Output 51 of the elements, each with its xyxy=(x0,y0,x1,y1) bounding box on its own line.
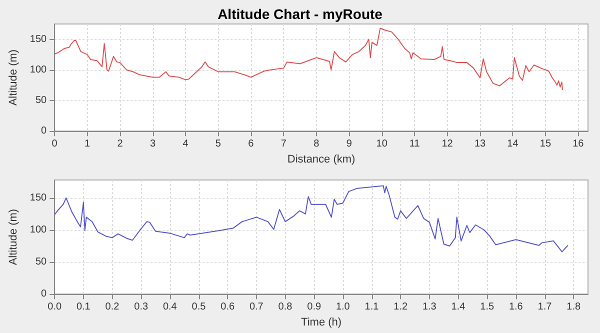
x-tick-label: 13 xyxy=(474,138,486,150)
x-tick-label: 7 xyxy=(280,138,287,150)
x-tick-label: 0.2 xyxy=(105,302,120,313)
y-tick-label: 100 xyxy=(30,64,48,76)
x-tick-label: 9 xyxy=(346,138,352,150)
y-tick-label: 50 xyxy=(35,256,48,268)
y-tick-label: 0 xyxy=(41,288,48,300)
x-tick-label: 0.5 xyxy=(192,302,206,313)
x-tick-label: 12 xyxy=(442,138,454,150)
line-series xyxy=(54,185,568,252)
y-tick-label: 50 xyxy=(35,95,48,106)
x-tick-label: 0.3 xyxy=(134,302,148,313)
x-tick-label: 1.7 xyxy=(538,302,552,313)
x-tick-label: 1.5 xyxy=(480,302,494,313)
x-axis-title: Time (h) xyxy=(301,316,342,328)
x-tick-label: 0.7 xyxy=(249,302,264,313)
x-tick-label: 0 xyxy=(52,138,58,150)
x-tick-label: 1 xyxy=(84,138,91,150)
x-tick-label: 0.1 xyxy=(76,302,91,313)
x-tick-label: 3 xyxy=(150,138,156,150)
x-tick-label: 5 xyxy=(215,138,222,150)
x-tick-label: 1.4 xyxy=(451,302,466,313)
x-tick-label: 0.4 xyxy=(162,302,178,313)
x-tick-label: 0.8 xyxy=(278,302,293,313)
x-tick-label: 4 xyxy=(182,138,189,150)
x-tick-label: 1.0 xyxy=(336,302,350,313)
x-tick-label: 10 xyxy=(376,138,388,150)
line-series xyxy=(54,28,563,91)
x-tick-label: 6 xyxy=(248,138,254,150)
x-tick-label: 14 xyxy=(507,138,519,150)
x-tick-label: 2 xyxy=(117,138,124,150)
y-tick-label: 150 xyxy=(30,192,48,204)
x-tick-label: 15 xyxy=(540,138,552,150)
y-axis-title: Altitude (m) xyxy=(8,208,20,266)
x-tick-label: 11 xyxy=(409,138,420,150)
x-tick-label: 0.6 xyxy=(220,302,235,313)
x-tick-label: 1.1 xyxy=(364,302,380,313)
chart-title: Altitude Chart - myRoute xyxy=(218,6,383,22)
y-tick-label: 0 xyxy=(41,126,48,137)
x-tick-label: 1.2 xyxy=(394,302,408,313)
x-tick-label: 0.9 xyxy=(307,302,322,313)
x-tick-label: 1.8 xyxy=(566,302,581,313)
x-tick-label: 1.3 xyxy=(422,302,437,313)
x-tick-label: 8 xyxy=(314,138,320,150)
y-tick-label: 150 xyxy=(30,34,48,45)
x-tick-label: 16 xyxy=(572,138,584,150)
y-axis-title: Altitude (m) xyxy=(8,49,20,106)
x-tick-label: 1.6 xyxy=(508,302,524,313)
x-axis-title: Distance (km) xyxy=(287,154,356,166)
y-tick-label: 100 xyxy=(30,224,48,236)
x-tick-label: 0.0 xyxy=(48,302,62,313)
